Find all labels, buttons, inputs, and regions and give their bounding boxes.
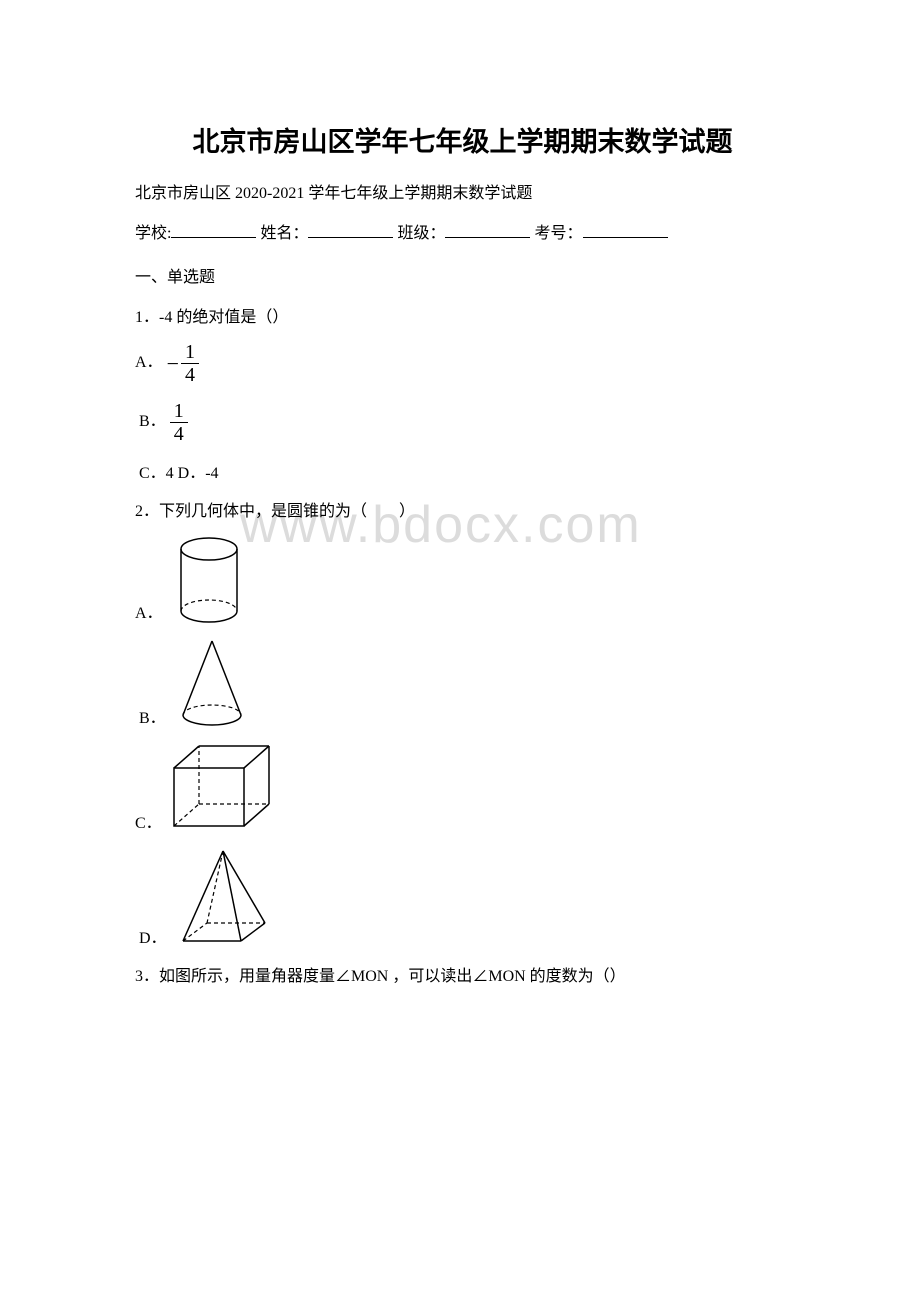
class-label: 班级：	[397, 225, 445, 242]
q1-option-cd: C．4 D．-4	[135, 459, 790, 483]
q2-option-a: A．	[135, 535, 790, 625]
option-c-label: C．	[135, 809, 162, 835]
form-line: 学校: 姓名： 班级： 考号：	[135, 219, 790, 243]
q2-option-c: C．	[135, 740, 790, 835]
option-a-label: A．	[135, 599, 163, 625]
option-b-label: B．	[139, 704, 166, 730]
q2-option-b: B．	[135, 635, 790, 730]
q1-option-b: B． 1 4	[135, 400, 790, 445]
name-label: 姓名：	[260, 225, 308, 242]
q2-option-d: D．	[135, 845, 790, 950]
name-blank	[308, 222, 393, 238]
cone-icon	[172, 635, 252, 730]
q1-option-a: A． − 1 4	[135, 341, 790, 386]
question-3: 3．如图所示，用量角器度量∠MON ，可以读出∠MON 的度数为（）	[135, 962, 790, 986]
school-label: 学校:	[135, 225, 171, 242]
examno-blank	[583, 222, 668, 238]
cylinder-icon	[169, 535, 249, 625]
pyramid-icon	[173, 845, 273, 950]
option-d-label: D．	[139, 924, 167, 950]
option-a-prefix: A．	[135, 354, 163, 371]
page-title: 北京市房山区学年七年级上学期期末数学试题	[135, 120, 790, 159]
section-heading: 一、单选题	[135, 263, 790, 287]
examno-label: 考号：	[534, 225, 582, 242]
subtitle: 北京市房山区 2020-2021 学年七年级上学期期末数学试题	[135, 179, 790, 203]
option-b-prefix: B．	[139, 413, 166, 430]
question-2: 2．下列几何体中，是圆锥的为（ ）	[135, 497, 790, 521]
class-blank	[445, 222, 530, 238]
cuboid-icon	[168, 740, 278, 835]
question-1: 1．-4 的绝对值是（）	[135, 303, 790, 327]
school-blank	[171, 222, 256, 238]
